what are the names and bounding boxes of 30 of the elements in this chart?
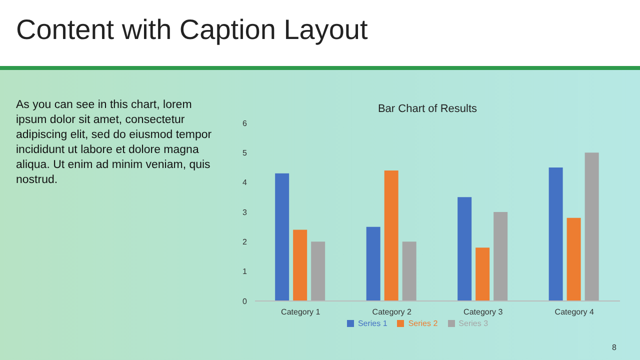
bar [566, 218, 581, 301]
bar [275, 173, 290, 301]
x-tick-label: Category 3 [464, 308, 504, 317]
bar [366, 226, 380, 301]
legend-label: Series 1 [358, 319, 388, 328]
y-tick-label: 1 [242, 267, 248, 276]
bar [584, 152, 599, 301]
bar [311, 242, 326, 301]
text: As you can see in this chart, lorem ipsum dolor sit amet, consectetur adipiscing elit, sed do eiusmod tempor incididunt ut labore et dolore magna aliqua. Ut enim ad minim veniam, quis nostrud. [16, 98, 213, 188]
bar [402, 242, 416, 301]
legend-label: Series 3 [458, 319, 488, 328]
x-tick-label: Category 2 [372, 308, 412, 317]
chart-title: Content with Caption Layout [16, 14, 368, 46]
y-tick-label: 3 [242, 208, 248, 217]
bar [548, 168, 563, 301]
bar [494, 212, 508, 301]
text: 8 [612, 343, 616, 352]
x-tick-label: Category 4 [554, 308, 594, 317]
y-tick-label: 4 [242, 178, 248, 188]
y-tick-label: 0 [242, 296, 248, 306]
bar [293, 230, 308, 301]
chart-subtitle: Bar Chart of Results [376, 103, 478, 115]
bar [476, 248, 490, 301]
bar [458, 197, 472, 301]
x-tick-label: Category 1 [281, 308, 321, 317]
legend-label: Series 2 [408, 319, 438, 328]
y-tick-label: 5 [242, 148, 248, 158]
y-tick-label: 2 [242, 238, 248, 247]
y-tick-label: 6 [242, 118, 248, 128]
bar [384, 170, 398, 301]
